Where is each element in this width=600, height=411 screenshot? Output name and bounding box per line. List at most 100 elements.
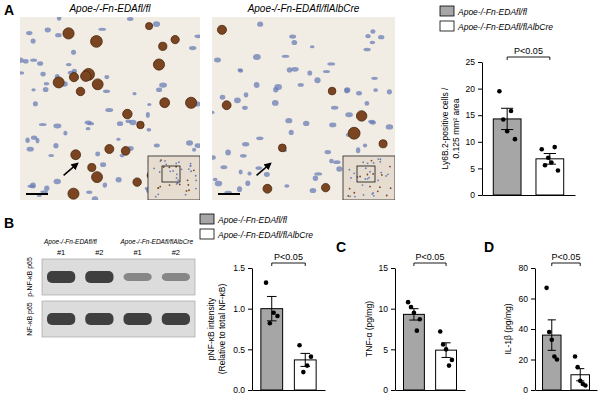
y-tick-mark	[478, 115, 482, 116]
y-tick-mark	[531, 329, 535, 330]
data-point	[543, 163, 548, 168]
nucleus	[116, 177, 122, 182]
nucleus	[212, 155, 216, 160]
data-point	[555, 357, 560, 362]
annotation: P<0.05	[552, 252, 581, 262]
nucleus	[39, 123, 47, 126]
error-bar-cap	[300, 353, 310, 354]
legend: Apoe-/-Fn-EDAfl/flApoe-/-Fn-EDAfl/flAlbC…	[440, 6, 553, 32]
stained-cell	[171, 35, 179, 43]
legend-swatch	[200, 229, 214, 239]
nucleus	[314, 77, 320, 83]
y-tick: 0	[523, 385, 535, 395]
stained-cell	[92, 172, 103, 183]
stained-cell	[328, 87, 336, 95]
inset-cell	[188, 168, 190, 170]
inset-cell	[390, 187, 392, 189]
y-tick: 15	[466, 110, 482, 120]
inset-cell	[160, 159, 162, 161]
nucleus	[371, 77, 378, 80]
nucleus	[363, 144, 367, 148]
inset-cell	[368, 177, 370, 179]
data-point	[305, 363, 310, 368]
inset-cell	[373, 195, 375, 197]
scale-bar	[26, 193, 48, 195]
nucleus	[212, 111, 214, 114]
nucleus	[244, 92, 249, 97]
x-axis	[536, 390, 598, 392]
nucleus	[100, 162, 106, 167]
data-point	[513, 137, 518, 142]
inset-cell	[159, 186, 161, 188]
nucleus	[336, 166, 342, 171]
data-point	[268, 321, 273, 326]
arrow	[64, 163, 78, 175]
inset-cell	[163, 166, 165, 168]
nucleus	[71, 50, 76, 55]
y-axis: 0510152025	[466, 57, 483, 200]
bar	[403, 314, 424, 390]
inset-cell	[168, 166, 170, 168]
inset-cell	[353, 172, 355, 174]
stained-cell	[321, 183, 329, 191]
y-tick: 0.5	[233, 345, 252, 355]
x-axis	[253, 390, 326, 392]
stained-cell	[348, 127, 360, 139]
nucleus	[189, 46, 196, 50]
arrow	[257, 163, 271, 175]
nucleus	[325, 150, 332, 154]
y-tick-mark	[391, 349, 395, 350]
y-tick: 0.0	[233, 385, 252, 395]
blot-lane-label: #2	[95, 248, 103, 257]
stained-cell	[133, 178, 141, 186]
inset-cell	[186, 190, 188, 192]
nucleus	[289, 130, 294, 135]
nucleus	[27, 147, 34, 152]
y-tick: 20	[466, 84, 482, 94]
inset-cell	[176, 173, 178, 175]
blot-band	[47, 271, 75, 283]
y-axis-title: TNF-α (pg/mg)	[364, 301, 374, 357]
nucleus	[117, 121, 123, 126]
nucleus	[25, 137, 29, 142]
stained-cell	[137, 121, 144, 128]
y-tick-mark	[248, 268, 252, 269]
nucleus	[373, 88, 378, 92]
bar-chart: 020406080IL-1β (pg/mg)P<0.05	[503, 252, 598, 395]
bar-chart: 0510152025Ly6B.2-positive cells /0.125 m…	[440, 6, 576, 200]
nucleus	[238, 69, 243, 73]
inset-cell	[369, 171, 371, 173]
y-tick: 0	[470, 190, 482, 200]
bar-chart: 0.00.51.01.5pNF-κB intensity(Relative to…	[200, 214, 326, 395]
nucleus	[116, 138, 120, 141]
inset	[148, 156, 200, 200]
x-axis	[396, 390, 466, 392]
nucleus	[103, 182, 108, 187]
legend-label: Apoe-/-Fn-EDAfl/fl	[217, 215, 288, 225]
nucleus	[53, 124, 61, 129]
stained-cell	[263, 184, 272, 193]
y-axis: 020406080	[519, 263, 536, 395]
data-point	[438, 329, 443, 334]
legend-label: Apoe-/-Fn-EDAfl/flAlbCre	[457, 22, 553, 32]
data-point	[547, 330, 552, 335]
y-tick: 25	[466, 57, 482, 67]
scale-bar	[218, 193, 240, 195]
significance-bracket	[552, 263, 580, 266]
nucleus	[26, 31, 32, 35]
micrograph-background	[20, 17, 200, 200]
nucleus	[37, 61, 43, 66]
y-tick-mark	[531, 299, 535, 300]
inset-cell	[195, 179, 197, 181]
blot-membrane	[42, 301, 195, 337]
blot-lane-label: #2	[172, 248, 180, 257]
y-tick: 10	[466, 137, 482, 147]
nucleus	[63, 131, 67, 136]
stained-cell	[278, 144, 286, 152]
nucleus	[237, 68, 242, 72]
inset-cell	[190, 165, 192, 167]
error-bar-cap	[409, 320, 418, 321]
nucleus	[44, 82, 50, 85]
annotation: P<0.05	[416, 252, 445, 262]
y-tick-mark	[478, 142, 482, 143]
